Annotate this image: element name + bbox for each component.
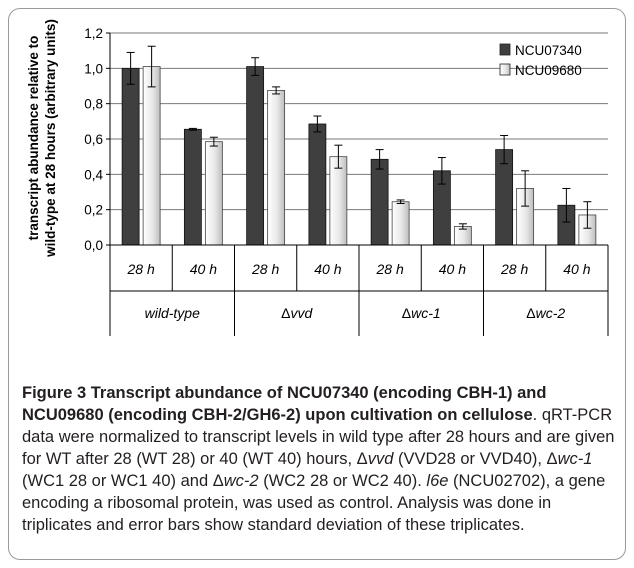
category-label: 40 h [563,261,590,277]
y-tick-label: 0,4 [84,167,103,182]
caption-italic-wc2: wc-2 [224,472,259,490]
y-tick-label: 0,0 [84,238,103,253]
caption-italic-wc1: wc-1 [558,450,593,468]
y-axis-label: wild-type at 28 hours (arbitrary units) [43,19,58,258]
group-label: Δwc-1 [402,305,441,321]
category-label: 40 h [439,261,466,277]
bar-ncu09680 [392,202,409,245]
group-label: Δwc-2 [526,305,565,321]
caption-italic-l6e: l6e [426,472,448,490]
legend-label: NCU07340 [515,43,582,58]
legend-label: NCU09680 [515,63,582,78]
figure-caption: Figure 3 Transcript abundance of NCU0734… [22,382,618,536]
bar-ncu07340 [122,68,139,245]
bar-ncu07340 [247,67,264,245]
bar-ncu07340 [371,159,388,245]
y-tick-label: 1,2 [84,26,103,41]
y-tick-label: 0,8 [84,97,103,112]
bar-ncu09680 [268,90,285,245]
bar-chart: 0,0 0,2 0,4 0,6 0,8 1,0 1,2 28 h 40 h 28 h 40 h 28 … [0,0,634,380]
bar-ncu07340 [184,129,201,245]
bar-ncu07340 [309,124,326,245]
caption-text-3: (WC1 28 or WC1 40) and Δ [22,472,224,490]
caption-italic-vvd: vvd [368,450,394,468]
category-label: 28 h [500,261,528,277]
y-tick-label: 0,2 [84,203,103,218]
category-label: 40 h [314,261,341,277]
bar-ncu09680 [330,157,347,245]
caption-title: Figure 3 Transcript abundance of NCU0734… [22,384,546,424]
bar-ncu09680 [143,67,160,245]
y-tick-label: 0,6 [84,132,103,147]
y-axis-label: transcript abundance relative to [26,36,41,241]
legend-swatch [500,44,510,55]
y-tick-label: 1,0 [84,61,103,76]
caption-text-4: (WC2 28 or WC2 40). [259,472,427,490]
category-label: 40 h [190,261,217,277]
group-label: Δvvd [281,305,313,321]
group-label: wild-type [145,305,200,321]
bar-ncu09680 [205,142,222,245]
category-label: 28 h [251,261,279,277]
caption-text-2: (VVD28 or VVD40), Δ [393,450,557,468]
category-label: 28 h [376,261,404,277]
category-label: 28 h [127,261,155,277]
legend-swatch [500,64,510,75]
